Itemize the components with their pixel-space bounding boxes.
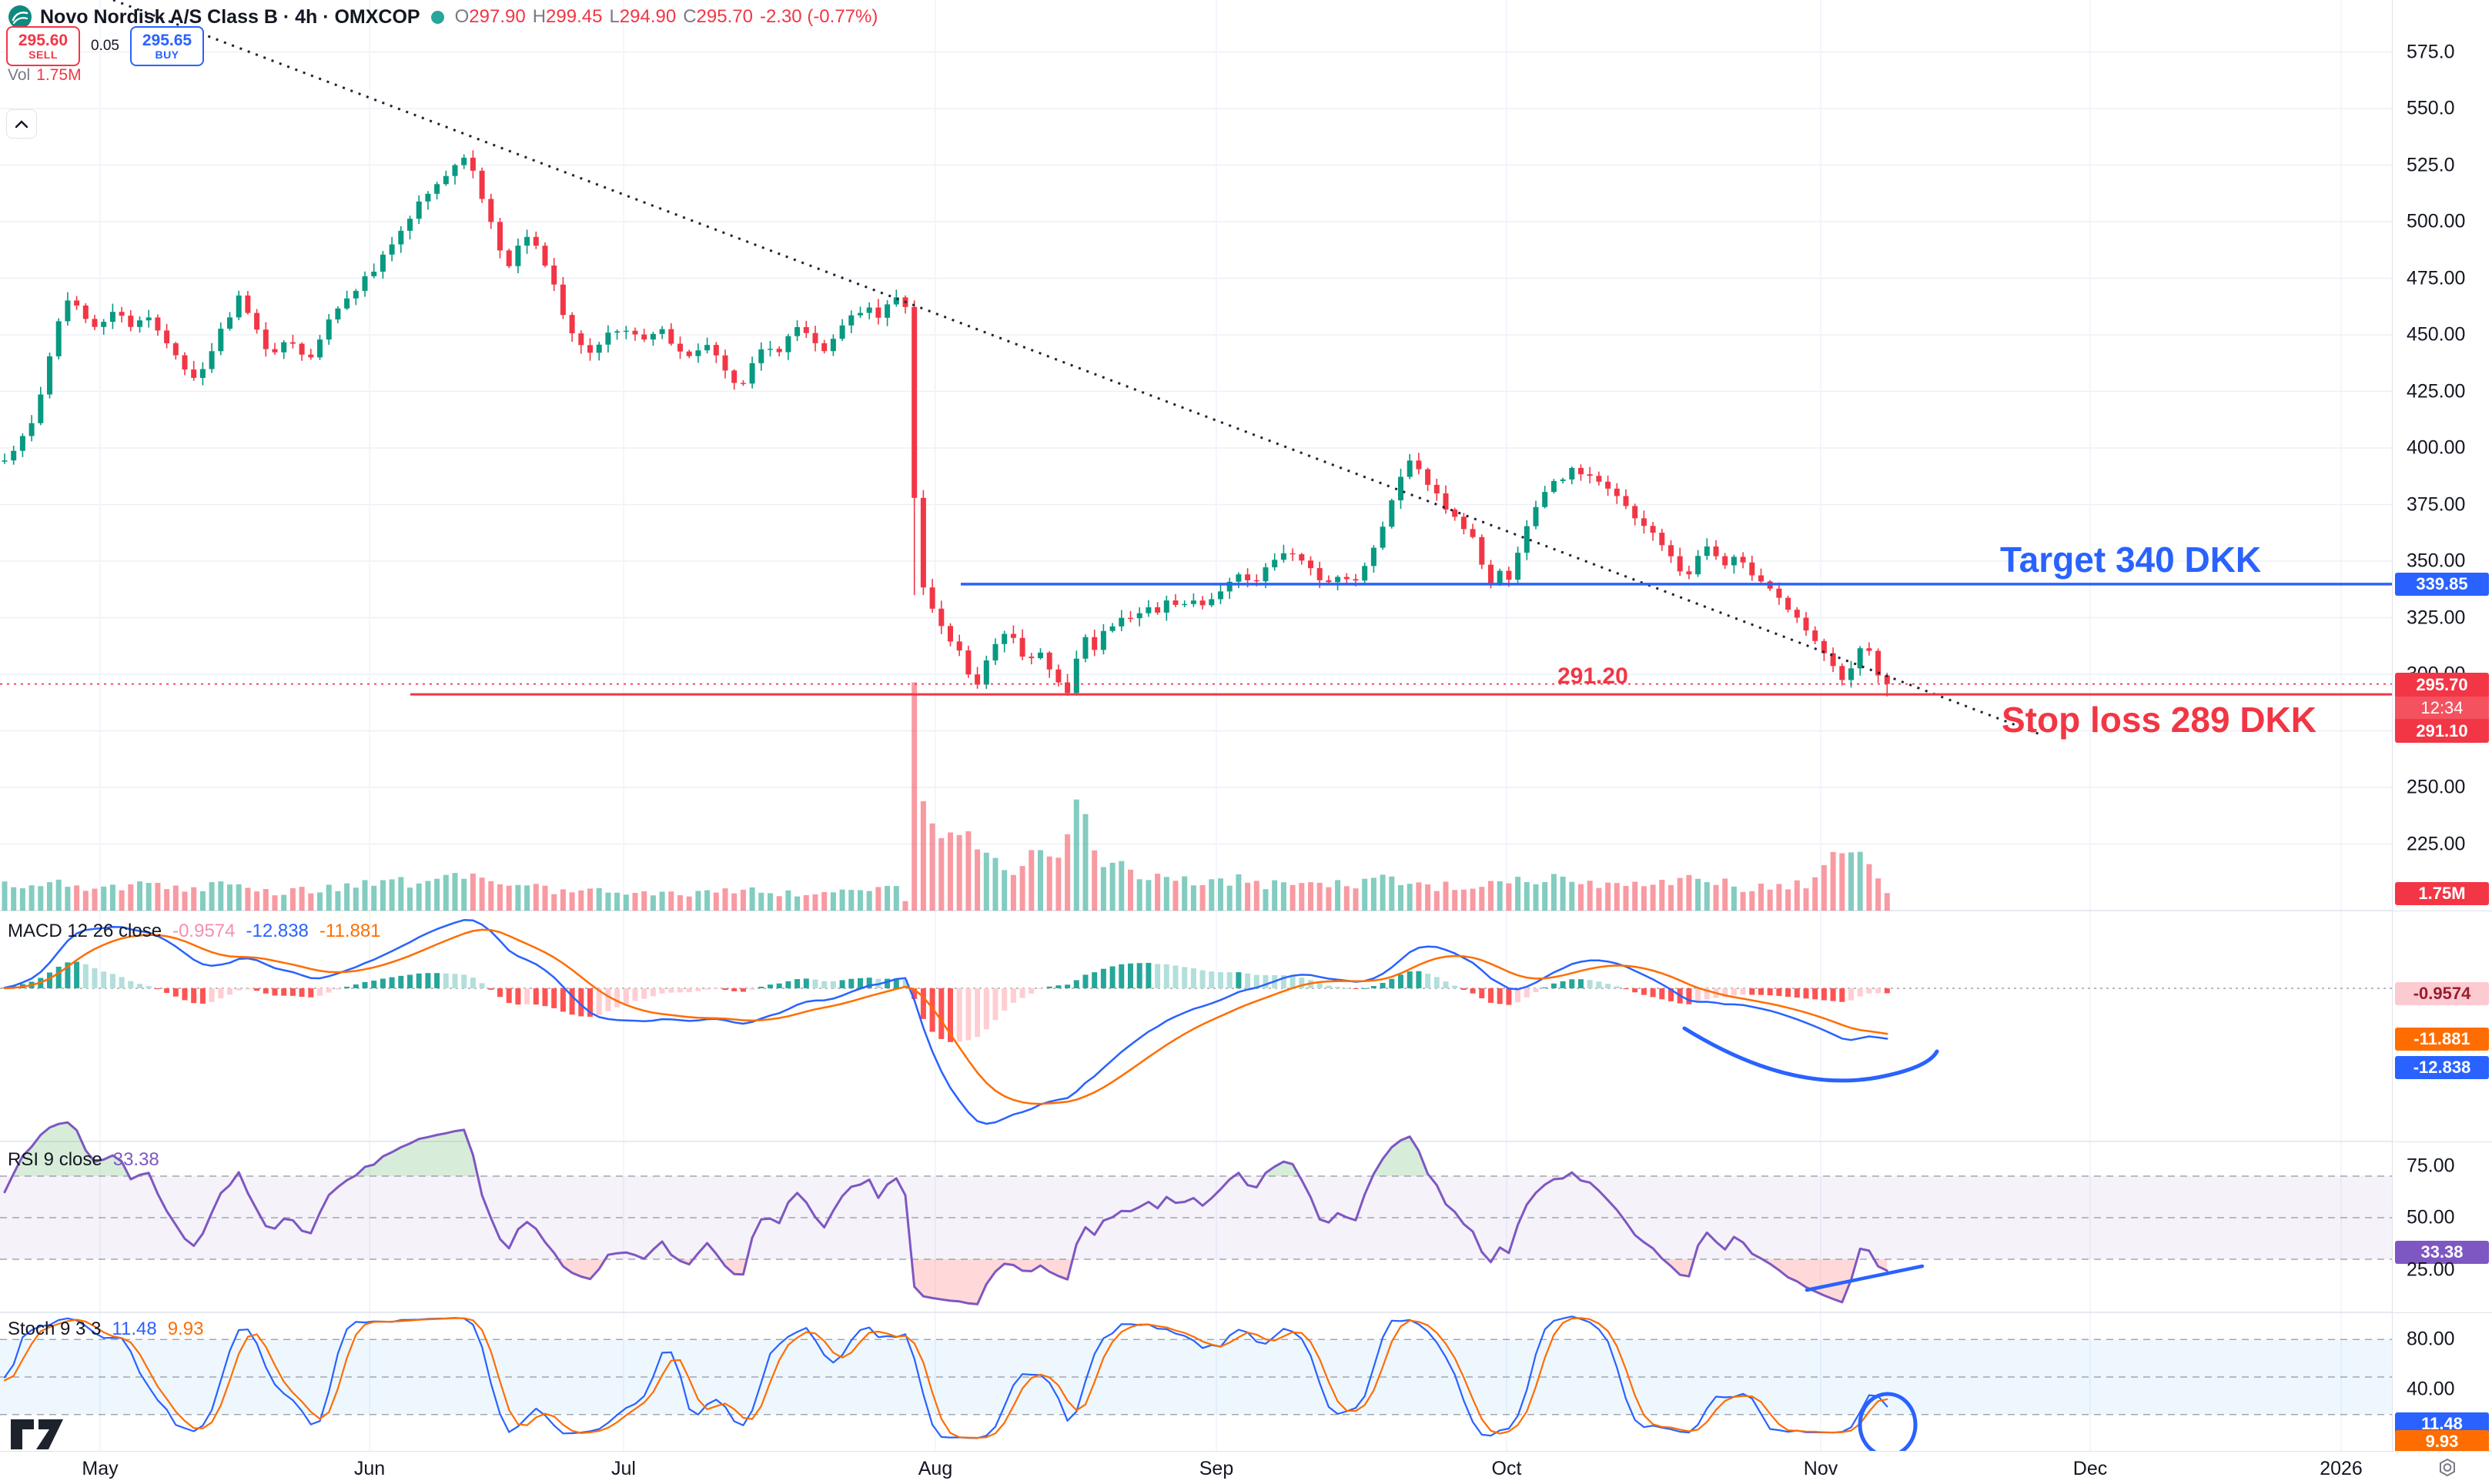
last-price-badge-stack: 295.70 12:34 291.10 [2395, 673, 2489, 743]
macd-legend[interactable]: MACD 12 26 close -0.9574 -12.838 -11.881 [8, 921, 381, 941]
stoch-k-value: 11.48 [112, 1319, 157, 1339]
macd-badge: -12.838 [2395, 1056, 2489, 1079]
gear-icon[interactable] [2437, 1457, 2458, 1482]
stoch-legend[interactable]: Stoch 9 3 3 11.48 9.93 [8, 1319, 204, 1339]
market-status-icon [430, 10, 444, 24]
time-axis-label: Jul [611, 1458, 636, 1479]
price-tick-label: 450.00 [2407, 323, 2466, 346]
time-axis-label: 2026 [2320, 1458, 2363, 1479]
time-axis-label: Sep [1199, 1458, 1234, 1479]
level-291-annotation-text[interactable]: 291.20 [1557, 663, 1628, 689]
change-value: -2.30 (-0.77%) [759, 6, 878, 27]
stop-line-price-badge: 291.10 [2395, 719, 2489, 743]
chevron-up-icon [15, 120, 28, 129]
macd-badge: -11.881 [2395, 1028, 2489, 1051]
macd-hist-value: -0.9574 [172, 921, 236, 941]
indicator-tick-label: 40.00 [2407, 1378, 2455, 1400]
time-axis-label: Oct [1491, 1458, 1522, 1479]
stoch-badge: 9.93 [2395, 1430, 2489, 1453]
volume-legend[interactable]: Vol 1.75M [8, 66, 82, 84]
price-tick-label: 350.00 [2407, 550, 2466, 572]
time-axis-label: May [82, 1458, 119, 1479]
price-tick-label: 575.0 [2407, 41, 2455, 62]
indicator-tick-label: 25.00 [2407, 1258, 2455, 1281]
spread-value: 0.05 [91, 38, 119, 54]
stoch-d-value: 9.93 [167, 1319, 204, 1339]
order-panel: 295.60 SELL 0.05 295.65 BUY [6, 26, 204, 66]
price-badge: 1.75M [2395, 882, 2489, 905]
macd-signal-value: -11.881 [319, 921, 381, 941]
rsi-badge: 33.38 [2395, 1241, 2489, 1264]
indicator-tick-label: 75.00 [2407, 1155, 2455, 1177]
price-tick-label: 325.00 [2407, 607, 2466, 628]
tradingview-logo[interactable] [9, 1416, 65, 1453]
price-tick-label: 525.0 [2407, 154, 2455, 175]
sell-button[interactable]: 295.60 SELL [6, 26, 80, 66]
last-price-badge: 295.70 [2395, 673, 2489, 697]
macd-badge: -0.9574 [2395, 982, 2489, 1005]
price-tick-label: 400.00 [2407, 436, 2466, 459]
bar-countdown-badge: 12:34 [2395, 697, 2489, 719]
collapse-panel-button[interactable] [6, 109, 37, 139]
price-tick-label: 500.00 [2407, 210, 2466, 232]
time-axis-label: Jun [353, 1458, 386, 1479]
rsi-legend[interactable]: RSI 9 close 33.38 [8, 1149, 159, 1170]
buy-button[interactable]: 295.65 BUY [129, 26, 204, 66]
ohlc-values: O297.90 H299.45 L294.90 C295.70 -2.30 (-… [454, 6, 878, 27]
time-axis-label: Aug [918, 1458, 953, 1479]
downtrend-line[interactable] [112, 0, 2045, 737]
macd-line-value: -12.838 [246, 921, 309, 941]
stop-loss-annotation-text[interactable]: Stop loss 289 DKK [2002, 700, 2316, 740]
target-annotation-text[interactable]: Target 340 DKK [2000, 540, 2262, 580]
price-tick-label: 425.00 [2407, 380, 2466, 402]
rsi-support-line[interactable] [1805, 1264, 1925, 1292]
indicator-tick-label: 50.00 [2407, 1206, 2455, 1228]
symbol-title[interactable]: Novo Nordisk A/S Class B · 4h · OMXCOP [40, 5, 420, 28]
price-tick-label: 375.00 [2407, 493, 2466, 515]
price-badge: 339.85 [2395, 572, 2489, 596]
indicator-tick-label: 80.00 [2407, 1328, 2455, 1350]
symbol-logo-icon [8, 5, 32, 28]
price-tick-label: 225.00 [2407, 833, 2466, 854]
chart-header: Novo Nordisk A/S Class B · 4h · OMXCOP O… [8, 5, 878, 29]
time-axis-label: Dec [2072, 1458, 2108, 1479]
price-axis[interactable]: 295.70 12:34 291.10 575.0 550.0 525.0 500.0… [2392, 0, 2492, 1483]
time-axis-label: Nov [1803, 1458, 1838, 1479]
time-axis[interactable]: May Jun Jul Aug Sep Oct Nov Dec 2026 [0, 1451, 2492, 1484]
rsi-value: 33.38 [112, 1149, 159, 1170]
price-tick-label: 550.0 [2407, 97, 2455, 119]
macd-drawn-curve[interactable] [1682, 1026, 1939, 1083]
price-tick-label: 250.00 [2407, 776, 2466, 798]
price-tick-label: 475.00 [2407, 267, 2466, 289]
